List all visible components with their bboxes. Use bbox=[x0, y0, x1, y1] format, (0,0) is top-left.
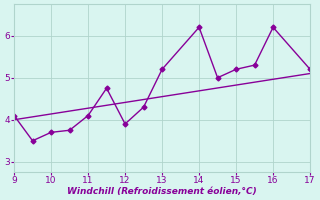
X-axis label: Windchill (Refroidissement éolien,°C): Windchill (Refroidissement éolien,°C) bbox=[67, 187, 257, 196]
